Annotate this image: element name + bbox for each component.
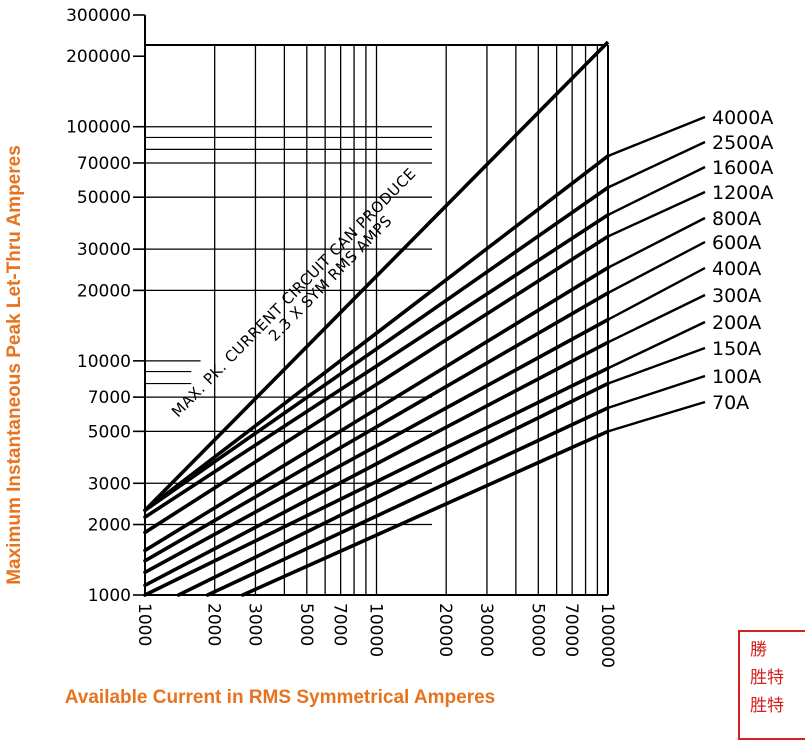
stamp-line-3: 胜特 <box>750 696 784 716</box>
series-label: 70A <box>712 392 749 414</box>
series-label-leader <box>607 115 706 158</box>
y-axis-label-wrap: Maximum Instantaneous Peak Let-Thru Ampe… <box>0 0 30 727</box>
series-label-leader <box>607 165 706 217</box>
series-line <box>176 381 610 597</box>
x-tick-label: 3000 <box>244 603 264 646</box>
y-tick-label: 200000 <box>66 47 131 67</box>
y-tick-label: 7000 <box>88 388 131 408</box>
series-label: 1600A <box>712 157 773 179</box>
x-tick-label: 5000 <box>296 603 316 646</box>
series-label: 150A <box>712 338 761 360</box>
series-line <box>143 234 610 535</box>
x-tick-label: 20000 <box>435 603 455 657</box>
y-tick-label: 2000 <box>88 516 131 536</box>
y-tick-label: 100000 <box>66 118 131 138</box>
series-label: 400A <box>712 258 761 280</box>
series-line <box>143 317 610 575</box>
y-tick-label: 300000 <box>66 6 131 26</box>
series-label-leader <box>607 293 706 344</box>
series-line <box>240 429 610 597</box>
series-line <box>143 340 610 588</box>
x-axis-label: Available Current in RMS Symmetrical Amp… <box>64 687 496 708</box>
series-label: 1200A <box>712 182 773 204</box>
y-tick-label: 20000 <box>77 281 131 301</box>
x-tick-label: 1000 <box>134 603 154 646</box>
x-tick-label: 50000 <box>527 603 547 657</box>
x-tick-label: 30000 <box>476 603 496 657</box>
series-label-leader <box>607 346 706 385</box>
x-tick-label: 100000 <box>597 603 617 668</box>
series-label: 800A <box>712 208 761 230</box>
y-tick-label: 1000 <box>88 586 131 606</box>
series-label-leader <box>607 266 706 321</box>
series-line <box>143 154 610 513</box>
series-label: 600A <box>712 232 761 254</box>
y-tick-label: 5000 <box>88 422 131 442</box>
series-label: 4000A <box>712 107 773 129</box>
series-label: 200A <box>712 312 761 334</box>
y-axis-label: Maximum Instantaneous Peak Let-Thru Ampe… <box>4 145 25 585</box>
series-label-leader <box>607 374 706 409</box>
x-tick-label: 7000 <box>330 603 350 646</box>
series-label-leader <box>607 240 706 295</box>
series-line <box>143 213 610 519</box>
series-label: 2500A <box>712 132 773 154</box>
series-line <box>143 185 610 513</box>
x-tick-label: 70000 <box>561 603 581 657</box>
stamp-line-1: 勝 <box>750 640 767 660</box>
series-label-leader <box>607 320 706 370</box>
series-line <box>143 265 610 553</box>
series-line <box>205 406 610 597</box>
stamp-line-2: 胜特 <box>750 668 784 688</box>
series-label-leader <box>607 400 706 433</box>
y-tick-label: 30000 <box>77 240 131 260</box>
y-tick-label: 50000 <box>77 188 131 208</box>
series-label-leader <box>607 190 706 238</box>
x-tick-label: 10000 <box>366 603 386 657</box>
y-tick-label: 70000 <box>77 154 131 174</box>
x-tick-label: 2000 <box>204 603 224 646</box>
watermark-stamp: 勝 胜特 胜特 <box>738 630 805 740</box>
series-label: 100A <box>712 366 761 388</box>
series-label: 300A <box>712 285 761 307</box>
series-label-leader <box>607 140 706 189</box>
y-tick-label: 3000 <box>88 474 131 494</box>
series-line <box>143 366 610 597</box>
max-peak-reference-line <box>143 40 610 512</box>
y-tick-label: 10000 <box>77 352 131 372</box>
series-label-leader <box>607 216 706 269</box>
series-line <box>143 291 610 563</box>
